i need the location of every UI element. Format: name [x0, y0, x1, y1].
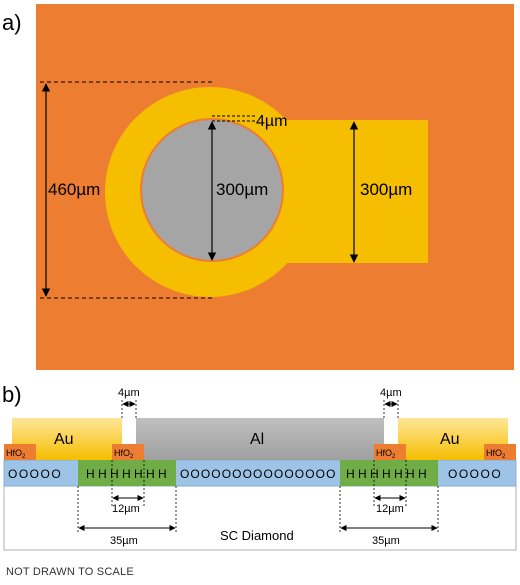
au-right-label: Au — [440, 431, 460, 448]
surface-circles-middle: OOOOOOOOOOOOOOO — [180, 467, 337, 481]
hfo2-far-left-label: HfO2 — [6, 448, 26, 460]
panel-a-label: a) — [2, 10, 22, 35]
al-gate — [136, 418, 384, 460]
h-atoms-right: H H H H H H H — [346, 467, 427, 481]
gap-left-label: 4µm — [118, 387, 140, 399]
dim-300-pad-label: 300µm — [360, 180, 412, 199]
hfo2-right-label: HfO2 — [376, 448, 396, 460]
sc-diamond-label: SC Diamond — [220, 528, 294, 543]
al-label: Al — [250, 431, 264, 448]
hfo2-left-label: HfO2 — [114, 448, 134, 460]
dim-300-inner-label: 300µm — [216, 180, 268, 199]
hfo2-block-far-right — [484, 444, 516, 460]
w12-left-label: 12µm — [112, 503, 140, 515]
h-region-right — [340, 460, 438, 486]
w35-left-label: 35µm — [110, 535, 138, 547]
gap-right-label: 4µm — [380, 387, 402, 399]
panel-b-label: b) — [2, 382, 22, 407]
hfo2-block-far-left — [4, 444, 36, 460]
dim-4-label: 4µm — [256, 113, 287, 130]
w35-right-label: 35µm — [372, 535, 400, 547]
h-region-left — [78, 460, 176, 486]
hfo2-far-right-label: HfO2 — [486, 448, 506, 460]
surface-circles-right: OOOOO — [448, 467, 502, 481]
au-left-label: Au — [54, 431, 74, 448]
surface-circles-left: OOOOO — [8, 467, 62, 481]
w12-right-label: 12µm — [376, 503, 404, 515]
h-atoms-left: H H H H H H H — [86, 467, 167, 481]
dim-460-label: 460µm — [48, 180, 100, 199]
hfo2-block-left — [112, 444, 144, 460]
footer-note: NOT DRAWN TO SCALE — [6, 566, 134, 578]
hfo2-block-right — [374, 444, 406, 460]
